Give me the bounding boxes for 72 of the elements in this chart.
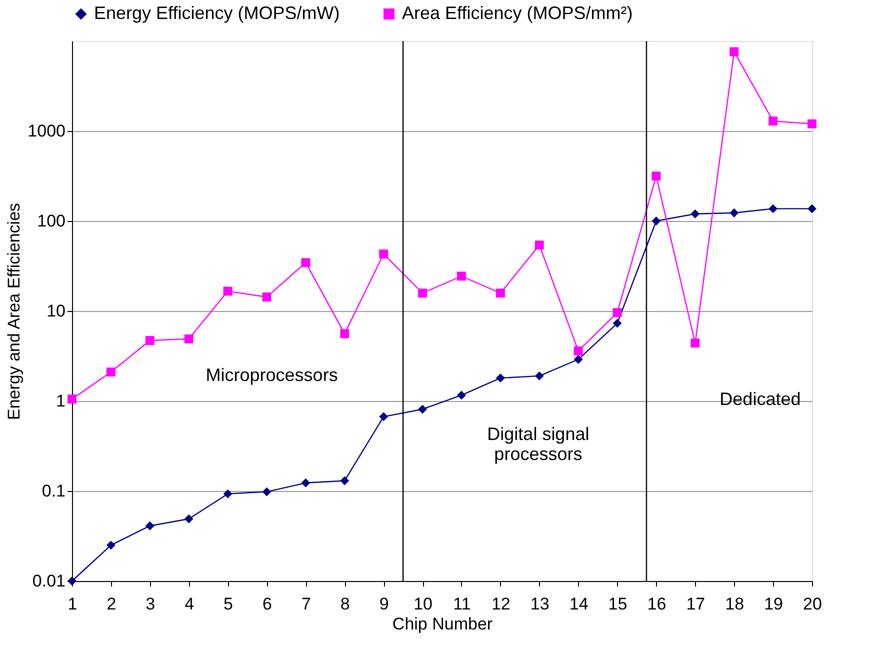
point	[340, 329, 350, 338]
y-axis-title: Energy and Area Efficiencies	[4, 202, 24, 420]
x-tick-label: 16	[647, 594, 666, 614]
x-tick-label: 8	[340, 594, 350, 614]
x-tick-label: 17	[686, 594, 706, 614]
x-tick-label: 12	[491, 594, 510, 614]
x-tick-label: 20	[803, 594, 822, 614]
point	[106, 540, 116, 550]
point	[106, 368, 116, 376]
x-tick-label: 13	[530, 594, 550, 614]
point	[690, 209, 700, 218]
x-tick-label: 15	[608, 594, 628, 614]
point	[574, 346, 583, 356]
point	[457, 390, 466, 400]
point	[418, 288, 427, 298]
x-tick-label: 1	[68, 594, 78, 614]
y-tick-label: 100	[37, 212, 66, 230]
y-tick-label: 10	[46, 302, 66, 320]
point	[145, 521, 154, 530]
point	[379, 412, 388, 422]
point	[612, 318, 622, 328]
point	[574, 354, 583, 364]
x-tick-label: 10	[414, 594, 432, 614]
y-tick-label: 1000	[28, 122, 66, 140]
annotation: Digital signal processors	[487, 424, 590, 464]
point	[652, 172, 661, 180]
point	[612, 308, 622, 318]
y-tick-label: 1	[56, 392, 66, 410]
point	[768, 116, 778, 126]
x-tick-label: 7	[301, 594, 311, 614]
point	[68, 394, 76, 404]
x-tick-label: 5	[224, 594, 234, 614]
point	[457, 272, 466, 281]
point	[340, 476, 350, 486]
point	[184, 334, 194, 344]
point	[145, 336, 154, 345]
x-tick-label: 11	[453, 594, 471, 614]
x-tick-label: 6	[262, 594, 272, 614]
point	[184, 514, 194, 524]
y-tick-label: 0.01	[32, 572, 66, 590]
x-tick-label: 19	[764, 594, 784, 614]
point	[808, 119, 816, 128]
annotation: Microprocessors	[206, 364, 338, 385]
x-tick-label: 18	[725, 594, 744, 614]
x-tick-label: 3	[146, 594, 156, 614]
point	[690, 338, 700, 348]
point	[301, 258, 310, 268]
point	[223, 489, 232, 498]
point	[730, 47, 739, 56]
legend-label: Energy Efficiency (MOPS/mW)	[94, 3, 340, 23]
x-tick-label: 4	[184, 594, 194, 614]
point	[768, 204, 778, 214]
point	[262, 292, 272, 302]
point	[496, 374, 505, 382]
point	[496, 288, 505, 298]
legend-label: Area Efficiency (MOPS/mm²)	[402, 3, 633, 23]
point	[301, 478, 310, 488]
x-tick-label: 14	[569, 594, 588, 614]
point	[534, 240, 544, 250]
point	[808, 204, 816, 214]
point	[379, 250, 388, 258]
point	[730, 208, 739, 218]
annotation: Dedicated	[720, 389, 801, 410]
point	[418, 404, 427, 414]
x-tick-label: 9	[379, 594, 389, 614]
x-tick-label: 2	[106, 594, 116, 614]
point	[652, 216, 661, 226]
x-axis-title: Chip Number	[392, 614, 493, 634]
y-tick-label: 0.1	[42, 482, 66, 500]
point	[534, 371, 544, 380]
point	[262, 487, 272, 496]
point	[223, 286, 232, 296]
